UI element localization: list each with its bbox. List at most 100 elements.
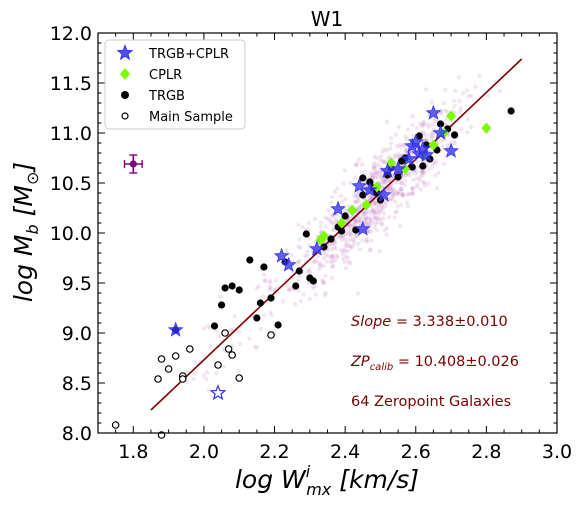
- cloud-point: [396, 124, 401, 129]
- cloud-point: [429, 135, 435, 140]
- cloud-point: [468, 93, 474, 99]
- cloud-point: [296, 288, 301, 293]
- axis-ticks: 1.8 2.0 2.2 2.4 2.6 2.8 3.0 8.0 8.5 9.0 9.5 10.0 10.…: [50, 23, 572, 463]
- y-tick-label: 10.0: [50, 223, 92, 245]
- cloud-point: [393, 154, 399, 159]
- cloud-point: [286, 287, 292, 292]
- cloud-point: [214, 328, 219, 333]
- cloud-point: [296, 244, 301, 249]
- cloud-point: [360, 214, 366, 219]
- cloud-point: [373, 200, 378, 205]
- cloud-point: [377, 211, 382, 216]
- cloud-point: [329, 200, 334, 205]
- cloud-point: [353, 218, 358, 223]
- main-sample-point: [171, 352, 180, 360]
- y-tick-label: 11.5: [50, 73, 92, 95]
- cloud-point: [370, 172, 375, 177]
- cloud-point: [204, 377, 209, 382]
- cloud-point: [372, 224, 377, 230]
- cloud-point: [378, 168, 383, 174]
- cloud-point: [379, 203, 384, 208]
- cloud-point: [372, 200, 378, 205]
- cloud-point: [368, 170, 373, 176]
- cloud-point: [217, 333, 222, 339]
- cloud-point: [421, 137, 427, 142]
- cloud-point: [430, 134, 435, 139]
- y-tick-label: 9.5: [62, 273, 92, 295]
- cloud-point: [417, 178, 422, 183]
- fit-line: [150, 58, 523, 411]
- cloud-point: [236, 369, 241, 374]
- main-sample-point: [157, 355, 166, 363]
- cloud-point: [296, 259, 301, 265]
- cloud-point: [322, 280, 327, 286]
- cloud-point: [388, 187, 393, 192]
- legend-label-trgb: TRGB: [148, 89, 185, 104]
- cloud-point: [400, 192, 405, 197]
- cloud-point: [400, 192, 405, 197]
- cloud-point: [317, 266, 322, 272]
- cloud-point: [340, 234, 345, 239]
- cloud-point: [346, 223, 352, 228]
- cloud-point: [321, 250, 326, 255]
- cloud-point: [372, 201, 377, 206]
- cloud-point: [348, 231, 353, 237]
- cloud-point: [417, 121, 423, 126]
- cloud-point: [297, 273, 302, 279]
- cloud-point: [429, 100, 435, 105]
- cloud-point: [443, 87, 448, 92]
- cloud-point: [397, 142, 402, 147]
- cloud-point: [351, 237, 356, 242]
- cloud-point: [451, 139, 456, 144]
- cloud-point: [370, 207, 375, 212]
- cloud-point: [497, 88, 502, 94]
- cloud-point: [403, 178, 408, 183]
- cloud-point: [388, 185, 393, 190]
- cloud-point: [342, 168, 348, 173]
- cloud-point: [296, 222, 301, 227]
- cloud-point: [326, 208, 331, 213]
- trgb-point: [246, 256, 254, 264]
- legend-circle-marker: [121, 112, 129, 120]
- trgb-cplr-point: [167, 321, 184, 337]
- cloud-point: [346, 232, 351, 237]
- cloud-point: [426, 124, 432, 130]
- cloud-point: [394, 209, 400, 214]
- cloud-point: [366, 209, 371, 215]
- cloud-point: [387, 214, 392, 220]
- cloud-point: [368, 216, 373, 221]
- cloud-point: [332, 189, 337, 195]
- cloud-point: [428, 132, 434, 138]
- cloud-point: [419, 169, 424, 174]
- cloud-point: [300, 225, 305, 230]
- cloud-point: [430, 130, 435, 135]
- trgb-cplr-point: [280, 256, 297, 272]
- cloud-point: [364, 236, 370, 241]
- cloud-point: [369, 229, 374, 234]
- trgb-cplr-point: [443, 142, 459, 158]
- cloud-point: [371, 201, 376, 207]
- cloud-point: [378, 174, 383, 179]
- x-axis-label-sub: mx: [306, 480, 332, 499]
- cloud-point: [362, 211, 367, 216]
- y-axis-label-unit-close: ]: [9, 162, 38, 173]
- y-tick-label: 10.5: [50, 173, 92, 195]
- cloud-point: [375, 220, 381, 225]
- trgb-cplr-point: [407, 133, 424, 149]
- cloud-point: [376, 162, 381, 167]
- cloud-point: [374, 210, 379, 216]
- cloud-point: [314, 258, 319, 264]
- cloud-point: [432, 118, 437, 124]
- cloud-point: [318, 220, 324, 225]
- cloud-point: [368, 221, 373, 226]
- trgb-cplr-point: [273, 247, 290, 263]
- cloud-point: [465, 130, 470, 135]
- cloud-point: [294, 261, 300, 266]
- cloud-point: [410, 186, 415, 191]
- cloud-point: [400, 193, 405, 198]
- x-tick-label: 2.4: [330, 441, 360, 463]
- cloud-point: [341, 235, 346, 240]
- cloud-point: [420, 120, 425, 126]
- cloud-point: [400, 174, 406, 179]
- cloud-point: [327, 217, 333, 223]
